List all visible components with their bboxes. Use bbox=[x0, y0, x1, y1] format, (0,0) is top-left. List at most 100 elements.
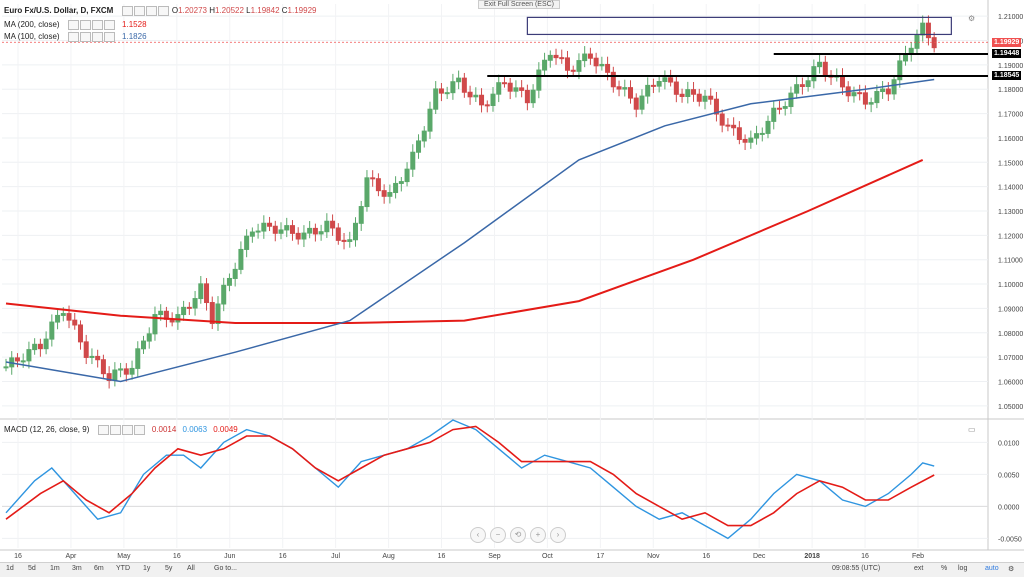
candle-body bbox=[925, 22, 931, 39]
candle-body bbox=[708, 95, 714, 100]
macd-y-tick-label: 0.0000 bbox=[998, 504, 1020, 511]
x-tick-label: Nov bbox=[647, 553, 660, 560]
price-tag: 1.18545 bbox=[992, 71, 1022, 81]
macd-y-tick-label: 0.0100 bbox=[998, 440, 1020, 447]
close-label: C bbox=[281, 6, 288, 16]
candle-body bbox=[696, 93, 702, 102]
candle-body bbox=[839, 75, 845, 88]
candle-body bbox=[324, 220, 330, 233]
candle-body bbox=[811, 66, 817, 82]
x-tick-label: Jun bbox=[224, 553, 235, 560]
range-button[interactable]: 1d bbox=[6, 565, 14, 572]
range-button[interactable]: 6m bbox=[94, 565, 104, 572]
x-tick-label: Oct bbox=[542, 553, 553, 560]
candle-body bbox=[799, 84, 805, 88]
range-button[interactable]: Go to... bbox=[214, 565, 237, 572]
macd-buttons[interactable] bbox=[97, 425, 146, 435]
x-tick-label: Aug bbox=[382, 553, 395, 560]
candle-body bbox=[335, 227, 341, 241]
candle-body bbox=[645, 84, 651, 97]
candle-body bbox=[639, 95, 645, 110]
range-button[interactable]: 5y bbox=[165, 565, 173, 572]
range-button[interactable]: All bbox=[187, 565, 195, 572]
candle-body bbox=[776, 107, 782, 110]
candle-body bbox=[106, 373, 112, 382]
price-tag: 1.19448 bbox=[992, 49, 1022, 59]
candle-body bbox=[542, 59, 548, 71]
zoom-in-icon[interactable]: + bbox=[530, 527, 546, 543]
candle-body bbox=[404, 168, 410, 183]
range-button[interactable]: 1y bbox=[143, 565, 151, 572]
candle-body bbox=[719, 113, 725, 126]
range-button[interactable]: 1m bbox=[50, 565, 60, 572]
candle-body bbox=[862, 92, 868, 105]
close-value: 1.19929 bbox=[287, 6, 317, 16]
scroll-left-icon[interactable]: ‹ bbox=[470, 527, 486, 543]
toolbar-settings-icon[interactable]: ⚙ bbox=[1008, 566, 1015, 573]
candle-body bbox=[14, 357, 20, 362]
macd-y-tick-label: -0.0050 bbox=[998, 536, 1022, 543]
candle-body bbox=[352, 222, 358, 241]
candle-body bbox=[484, 104, 490, 107]
ma200-line bbox=[5, 158, 924, 324]
candle-body bbox=[421, 130, 427, 142]
scale-button[interactable]: auto bbox=[985, 565, 999, 572]
candle-body bbox=[20, 360, 26, 363]
candle-body bbox=[37, 343, 43, 350]
y-tick-label: 1.09000 bbox=[998, 306, 1023, 313]
candle-body bbox=[513, 87, 519, 92]
reset-icon[interactable]: ⟲ bbox=[510, 527, 526, 543]
candle-body bbox=[410, 151, 416, 170]
candle-body bbox=[633, 97, 639, 110]
x-tick-label: 16 bbox=[279, 553, 287, 560]
candle-body bbox=[771, 107, 777, 122]
candle-body bbox=[673, 81, 679, 95]
candle-body bbox=[702, 95, 708, 102]
candle-body bbox=[731, 124, 737, 129]
candle-body bbox=[610, 71, 616, 88]
settings-icon[interactable]: ⚙ bbox=[968, 14, 976, 23]
candle-body bbox=[524, 89, 530, 104]
candle-body bbox=[536, 69, 542, 91]
pane-resize-icon[interactable]: ▭ bbox=[968, 425, 976, 434]
range-box bbox=[526, 16, 952, 36]
candle-body bbox=[725, 124, 731, 127]
scale-button[interactable]: log bbox=[958, 565, 968, 572]
range-button[interactable]: YTD bbox=[116, 565, 130, 572]
candle-body bbox=[496, 82, 502, 95]
candle-body bbox=[501, 82, 507, 85]
ma200-buttons[interactable] bbox=[67, 20, 116, 30]
ma100-buttons[interactable] bbox=[67, 32, 116, 42]
candle-body bbox=[857, 92, 863, 95]
open-label: O bbox=[171, 6, 179, 16]
scale-button[interactable]: ext bbox=[914, 565, 924, 572]
macd-v3: 0.0049 bbox=[213, 425, 238, 435]
scroll-right-icon[interactable]: › bbox=[550, 527, 566, 543]
candle-body bbox=[817, 61, 823, 68]
candle-body bbox=[198, 283, 204, 300]
range-button[interactable]: 5d bbox=[28, 565, 36, 572]
candle-body bbox=[100, 359, 106, 375]
y-tick-label: 1.14000 bbox=[998, 185, 1023, 192]
candle-body bbox=[370, 177, 376, 180]
candle-body bbox=[215, 303, 221, 325]
y-tick-label: 1.07000 bbox=[998, 355, 1023, 362]
y-tick-label: 1.16000 bbox=[998, 136, 1023, 143]
scale-button[interactable]: % bbox=[941, 565, 948, 572]
ma100-label: MA (100, close) bbox=[4, 32, 60, 42]
high-label: H bbox=[209, 6, 215, 16]
candle-body bbox=[851, 92, 857, 97]
exit-fullscreen-button[interactable]: Exit Full Screen (ESC) bbox=[478, 0, 561, 9]
x-tick-label: 16 bbox=[173, 553, 181, 560]
legend-buttons[interactable] bbox=[121, 6, 170, 16]
candle-body bbox=[564, 57, 570, 71]
candle-body bbox=[364, 177, 370, 208]
zoom-out-icon[interactable]: − bbox=[490, 527, 506, 543]
x-tick-label: 16 bbox=[861, 553, 869, 560]
candle-body bbox=[318, 231, 324, 235]
x-tick-label: Apr bbox=[65, 553, 77, 560]
range-button[interactable]: 3m bbox=[72, 565, 82, 572]
candle-body bbox=[204, 283, 210, 304]
candle-body bbox=[679, 93, 685, 97]
